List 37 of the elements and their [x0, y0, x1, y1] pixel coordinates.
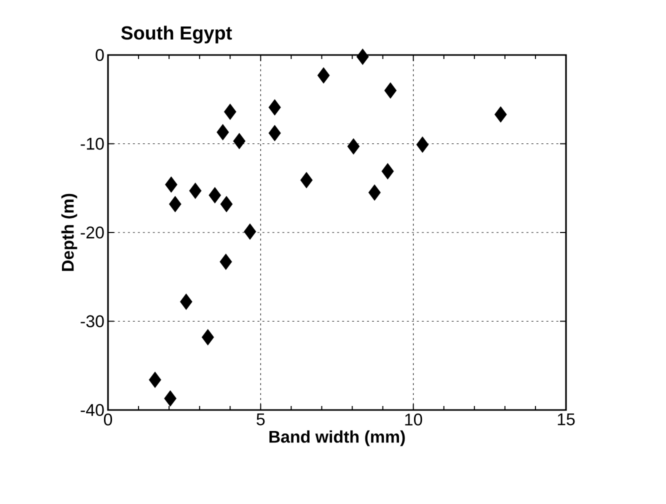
y-tick-label: -30	[80, 315, 104, 328]
point	[317, 67, 330, 84]
y-axis-title: Depth (m)	[61, 194, 78, 271]
point	[384, 82, 397, 99]
point	[224, 104, 236, 120]
point	[220, 196, 233, 212]
x-axis-title: Band width (mm)	[269, 430, 405, 446]
point	[208, 187, 222, 204]
point	[180, 294, 192, 310]
x-tick-label: 5	[256, 414, 265, 426]
x-tick-label: 0	[104, 414, 112, 426]
point	[189, 182, 202, 199]
x-tick-label: 15	[558, 414, 575, 426]
point	[382, 163, 394, 180]
point	[368, 184, 381, 201]
point	[220, 254, 232, 270]
x-tick-label: 10	[405, 414, 422, 426]
point	[165, 176, 178, 193]
y-tick-label: 0	[96, 49, 104, 61]
point	[164, 390, 176, 407]
point	[268, 124, 281, 142]
point	[494, 106, 507, 123]
chart-title: South Egypt	[121, 26, 232, 44]
point	[216, 124, 229, 140]
point	[148, 372, 162, 388]
point	[169, 196, 182, 212]
point	[202, 329, 214, 346]
point	[233, 132, 246, 150]
y-tick-label: -10	[80, 138, 104, 150]
point	[300, 172, 313, 188]
point	[347, 138, 360, 155]
point	[416, 136, 429, 153]
y-tick-label: -20	[80, 226, 104, 238]
point	[268, 99, 281, 116]
point	[244, 223, 256, 240]
point	[356, 48, 369, 65]
y-tick-label: -40	[80, 404, 104, 416]
